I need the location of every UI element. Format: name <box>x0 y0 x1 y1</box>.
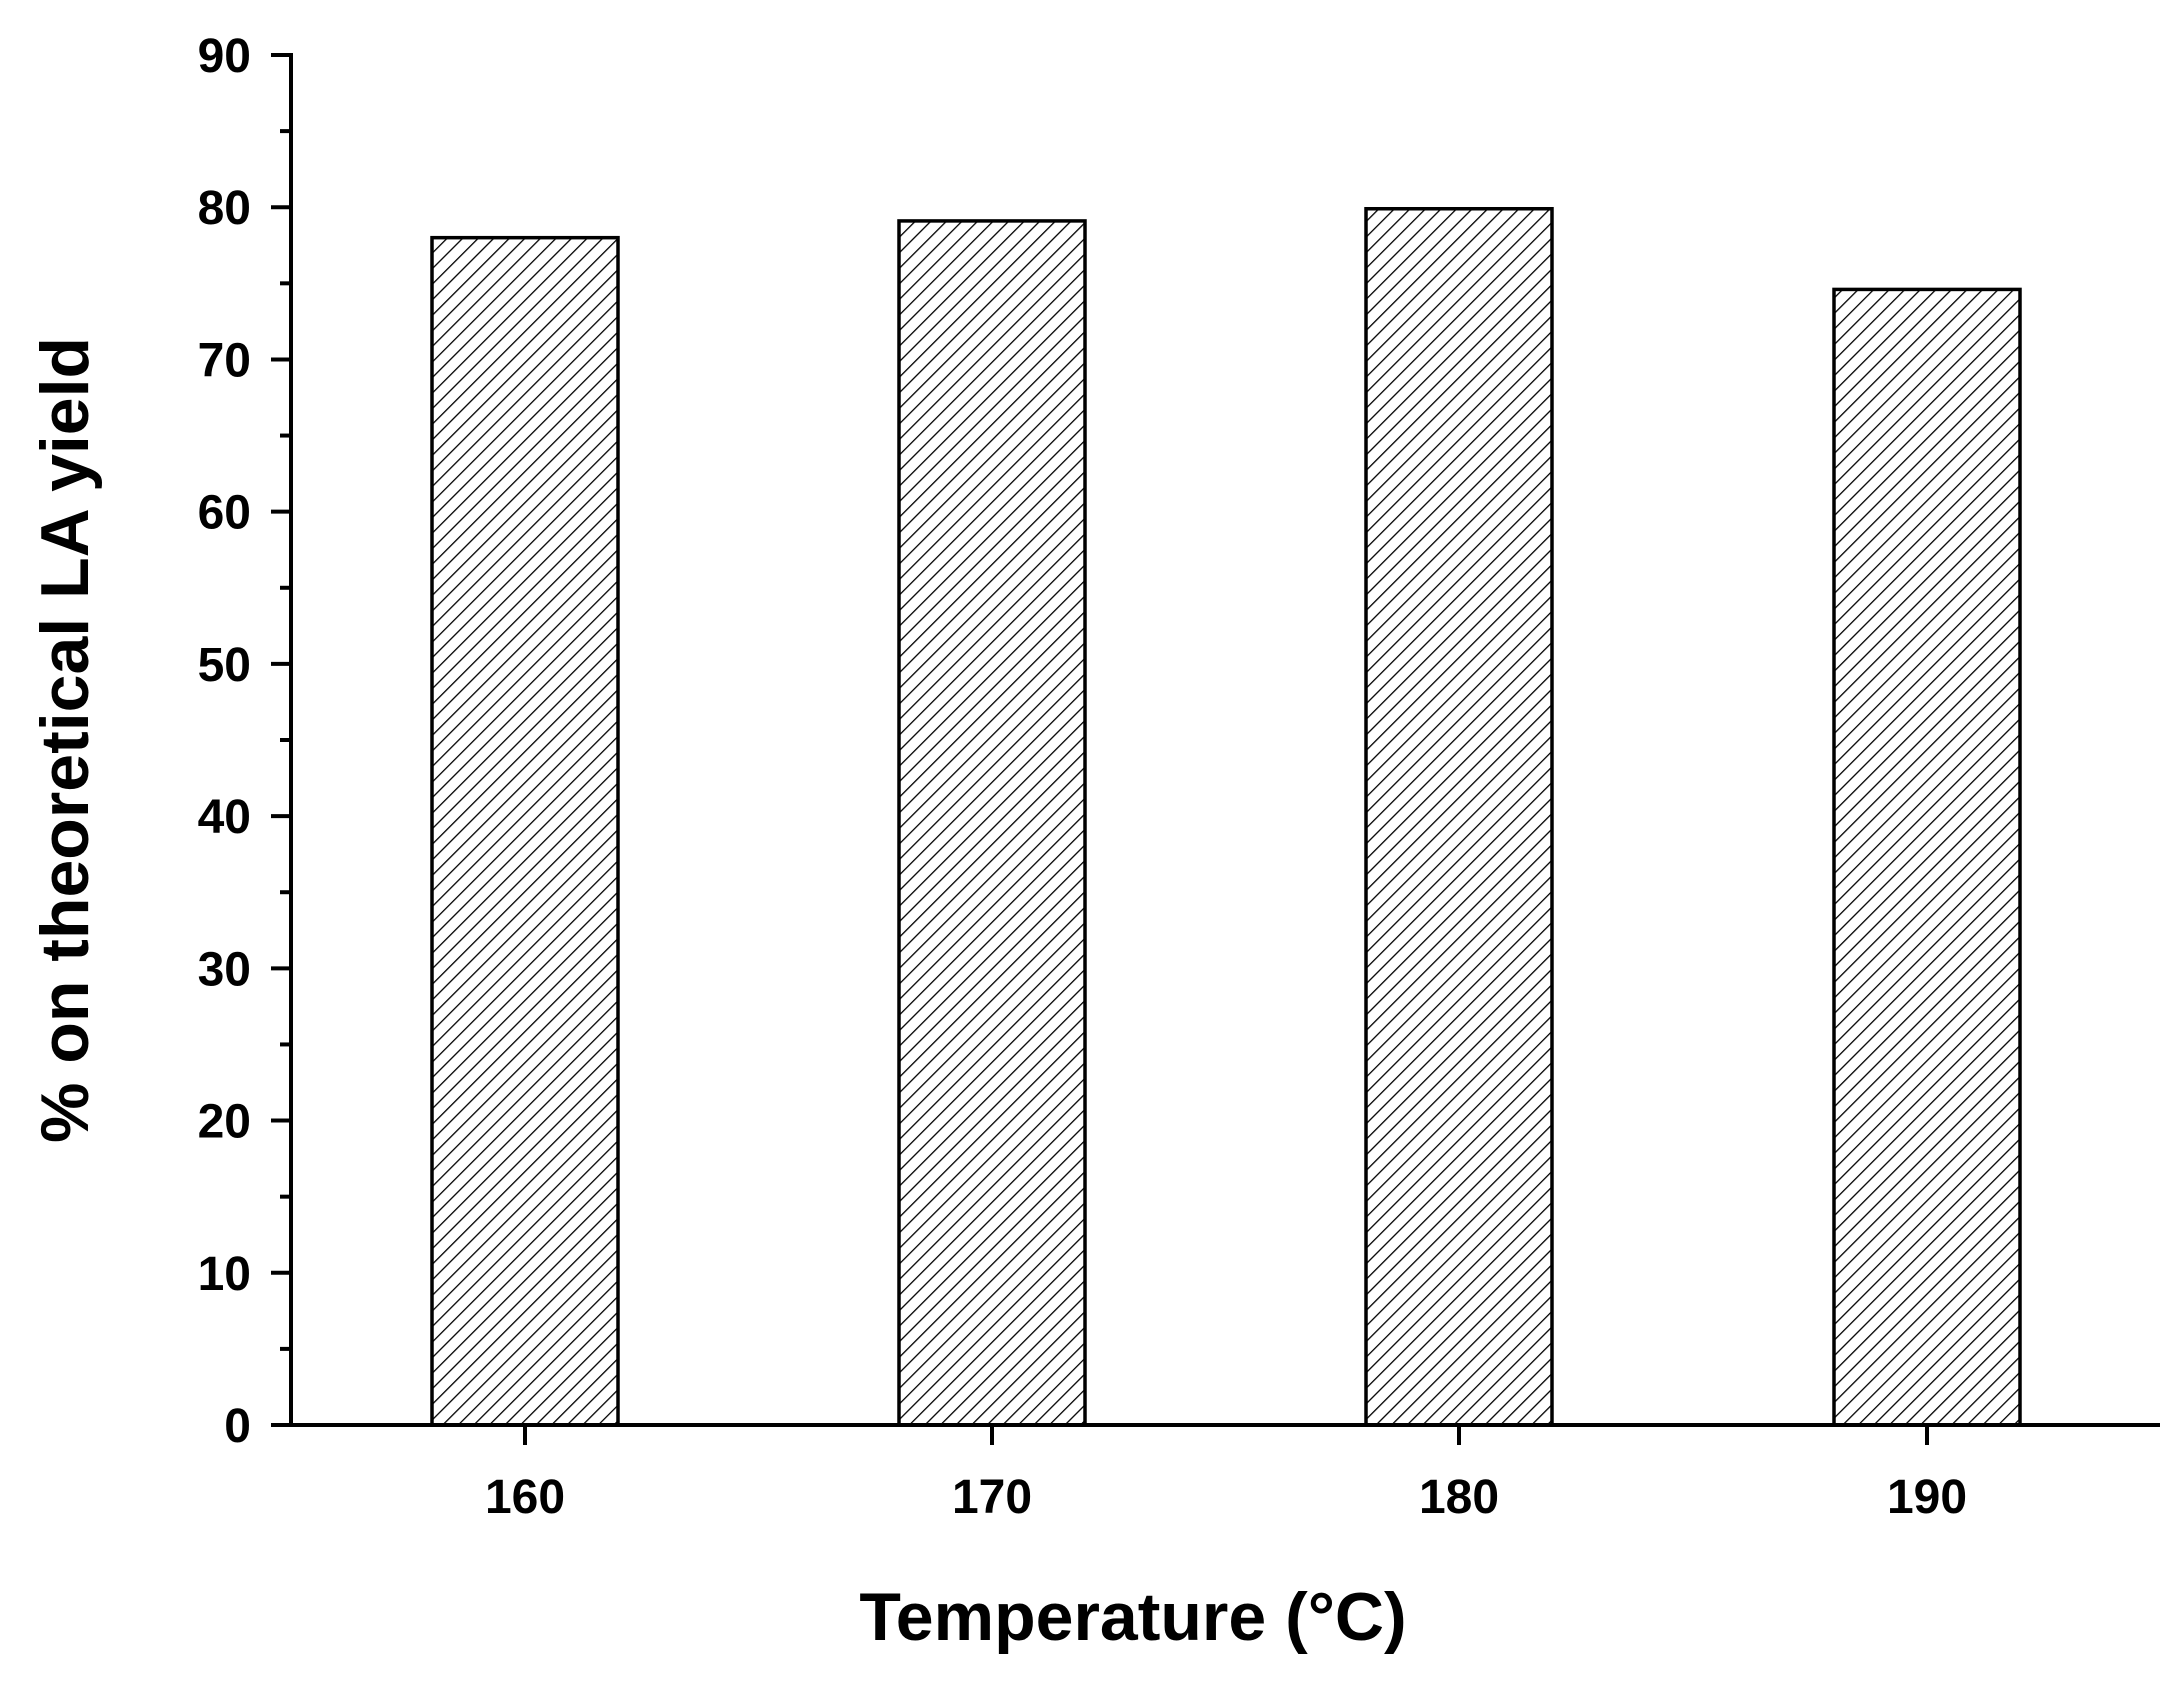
y-tick-label: 70 <box>198 334 251 387</box>
y-tick-label: 10 <box>198 1248 251 1301</box>
x-tick-label: 180 <box>1419 1471 1499 1524</box>
bar-170 <box>897 219 1087 1427</box>
x-tick-label: 190 <box>1887 1471 1967 1524</box>
y-tick-label: 50 <box>198 639 251 692</box>
bar-190 <box>1832 287 2022 1427</box>
bars-layer <box>430 206 2022 1427</box>
y-axis-title: % on theoretical LA yield <box>27 337 103 1143</box>
y-tick-label: 0 <box>224 1400 251 1453</box>
y-tick-label: 40 <box>198 791 251 844</box>
x-axis-title: Temperature (°C) <box>859 1579 1406 1655</box>
y-tick-label: 30 <box>198 943 251 996</box>
x-tick-label: 170 <box>952 1471 1032 1524</box>
y-tick-label: 20 <box>198 1096 251 1149</box>
bar-180 <box>1364 206 1554 1427</box>
x-tick-label: 160 <box>485 1471 565 1524</box>
bar-160 <box>430 235 620 1427</box>
y-tick-label: 90 <box>198 30 251 83</box>
y-tick-label: 80 <box>198 182 251 235</box>
y-tick-label: 60 <box>198 487 251 540</box>
ticks-layer: 0 10 20 30 40 50 60 70 80 90 160 170 180 190 <box>198 30 1967 1524</box>
